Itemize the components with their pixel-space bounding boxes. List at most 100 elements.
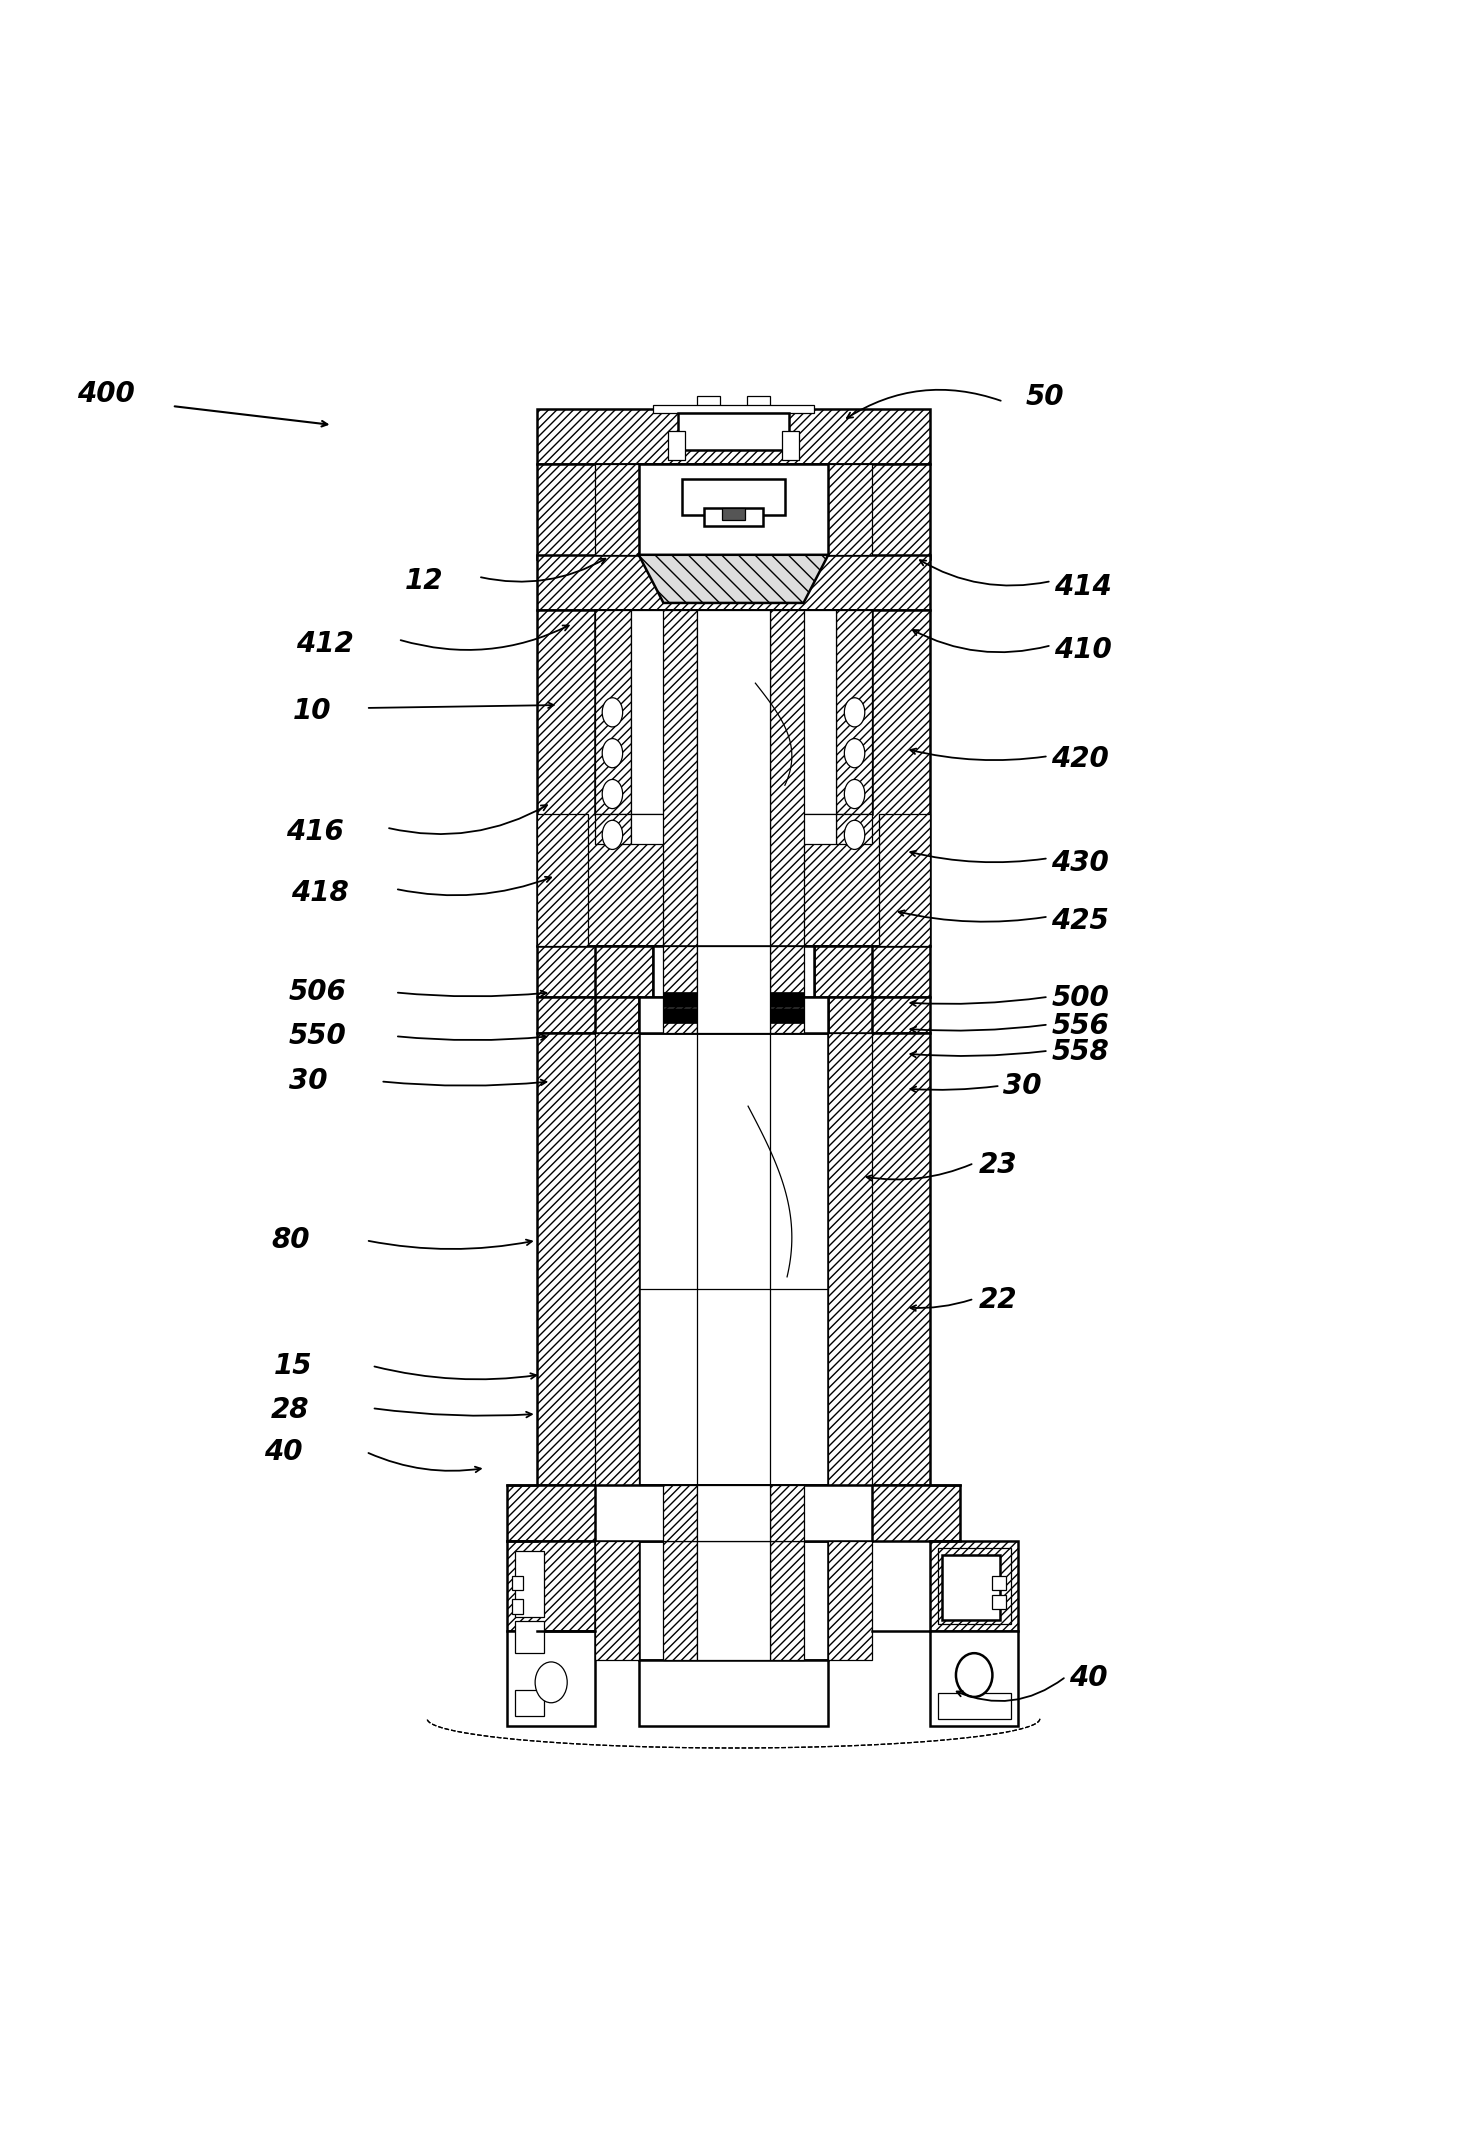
Bar [770,1486,804,1540]
Text: 28: 28 [271,1396,310,1424]
Bar [638,1661,829,1725]
Bar [638,1540,829,1661]
Bar [596,1486,871,1540]
Ellipse shape [845,739,864,767]
Bar [697,1540,770,1661]
Bar [930,1631,1018,1725]
Bar [770,1008,804,1023]
Text: 23: 23 [978,1150,1017,1178]
Text: 12: 12 [405,567,445,595]
Bar [596,1540,638,1661]
Bar [631,610,836,814]
Text: 40: 40 [264,1439,302,1467]
Bar [829,1540,871,1661]
Bar [722,508,745,519]
Bar [596,946,653,997]
Ellipse shape [956,1652,992,1697]
Bar [508,1631,596,1725]
Bar [770,1540,804,1661]
Bar [782,431,800,461]
Bar [537,1034,930,1486]
Text: 30: 30 [1003,1073,1042,1101]
Bar [537,409,930,465]
Bar [515,1622,544,1652]
Bar [829,465,871,556]
Bar [663,1486,697,1540]
Bar [537,610,930,946]
Bar [638,997,829,1034]
Bar [638,465,829,556]
Bar [930,1540,1018,1631]
Bar [653,946,814,997]
Text: 50: 50 [1025,383,1064,411]
Bar [836,814,871,844]
Ellipse shape [845,821,864,849]
Bar [667,431,685,461]
Bar [596,997,638,1034]
Text: 425: 425 [1052,907,1109,935]
Bar [829,1034,871,1486]
Bar [512,1598,524,1613]
Bar [992,1594,1006,1609]
Bar [508,1486,959,1540]
Ellipse shape [603,739,622,767]
Bar [770,993,804,1006]
Bar [537,814,588,946]
Bar [770,610,804,946]
Bar [678,414,789,450]
Bar [829,997,871,1034]
Text: 420: 420 [1052,745,1109,773]
Bar [631,814,836,844]
Bar [515,1689,544,1717]
Text: 15: 15 [274,1353,312,1381]
Text: 410: 410 [1055,635,1112,663]
Ellipse shape [603,698,622,726]
Text: 558: 558 [1052,1038,1109,1066]
Bar [596,610,871,814]
Bar [836,610,871,814]
Ellipse shape [603,780,622,808]
Text: 40: 40 [1069,1665,1108,1693]
Ellipse shape [845,698,864,726]
Bar [512,1577,524,1590]
Bar [663,610,697,946]
Bar [663,1008,697,1023]
Bar [596,1034,638,1486]
Text: 550: 550 [289,1023,346,1051]
Ellipse shape [845,780,864,808]
Text: 400: 400 [78,381,135,409]
Bar [537,465,930,560]
Bar [596,610,631,814]
Bar [596,465,638,556]
Ellipse shape [603,821,622,849]
Bar [638,1034,829,1486]
Text: 556: 556 [1052,1012,1109,1040]
Text: 418: 418 [292,879,349,907]
Bar [697,946,770,1034]
Bar [879,814,930,946]
Bar [992,1577,1006,1590]
Text: 22: 22 [978,1286,1017,1314]
Bar [537,946,930,997]
Ellipse shape [535,1663,568,1704]
Bar [937,1549,1011,1624]
Text: 30: 30 [289,1068,327,1096]
Bar [770,946,804,1034]
Text: 430: 430 [1052,849,1109,877]
Bar [697,610,770,946]
Bar [663,946,697,1034]
Bar [704,508,763,526]
Text: 416: 416 [286,819,343,847]
Text: 500: 500 [1052,984,1109,1012]
Bar [697,1486,770,1540]
Bar [537,556,930,610]
Text: 10: 10 [293,698,332,726]
Polygon shape [638,556,829,603]
Text: 412: 412 [296,629,354,657]
Bar [508,1540,596,1631]
Bar [653,405,814,414]
Bar [942,1555,1000,1620]
Bar [937,1693,1011,1719]
Text: 506: 506 [289,978,346,1006]
Bar [515,1551,544,1618]
